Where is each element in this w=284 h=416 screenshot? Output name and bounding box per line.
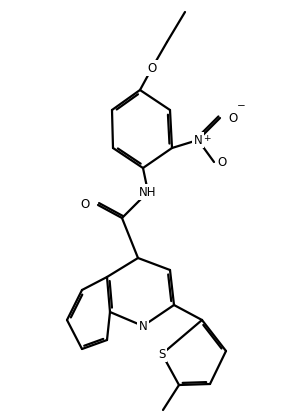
Text: N: N [139, 319, 147, 332]
Text: O: O [228, 111, 237, 124]
Text: S: S [158, 347, 166, 361]
Text: +: + [203, 134, 210, 143]
Text: O: O [147, 62, 156, 74]
Text: N: N [194, 134, 202, 146]
Text: NH: NH [139, 186, 157, 198]
Text: O: O [81, 198, 90, 211]
Text: O: O [217, 156, 226, 168]
Text: −: − [237, 101, 246, 111]
